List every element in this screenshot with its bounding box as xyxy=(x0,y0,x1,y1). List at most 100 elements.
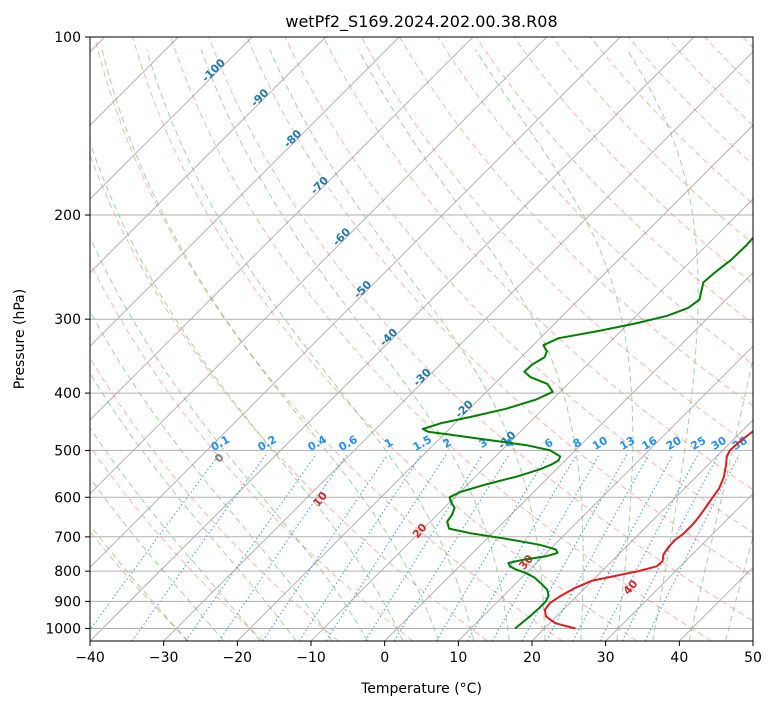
dry-adiabat-line xyxy=(90,445,264,641)
dry-adiabat-line xyxy=(437,37,753,366)
dry-adiabat-line xyxy=(551,37,753,245)
skewed-isotherm-line xyxy=(310,198,753,641)
y-tick-label: 800 xyxy=(54,564,81,580)
moist-adiabat-line xyxy=(626,49,699,641)
isotherm-label: -60 xyxy=(330,225,353,248)
moist-adiabat-line xyxy=(90,372,297,641)
dry-adiabat-line xyxy=(513,37,753,285)
mixing-ratio-line xyxy=(621,454,719,641)
skewed-isotherm-line xyxy=(90,37,474,421)
moist-adiabat-line xyxy=(200,49,510,641)
x-tick-label: 10 xyxy=(449,650,467,666)
y-tick-label: 700 xyxy=(54,530,81,546)
dry-adiabat-line xyxy=(90,530,190,641)
mixing-ratio-line xyxy=(298,454,422,641)
moist-adiabat-line xyxy=(357,49,584,641)
x-tick-label: 20 xyxy=(523,650,541,666)
moist-adiabat-line xyxy=(90,477,225,641)
dry-adiabat-line xyxy=(666,37,753,127)
x-axis: −40 −30 −20 −10 0 10 20 30 40 50 xyxy=(75,641,762,666)
isotherm-label: -80 xyxy=(281,127,304,150)
dry-adiabat-line xyxy=(246,37,753,577)
x-tick-label: 40 xyxy=(670,650,688,666)
y-tick-label: 1000 xyxy=(45,621,81,637)
dewpoint-profile xyxy=(421,236,753,630)
dry-adiabat-label: 0 xyxy=(212,451,227,465)
skewed-isotherm-line xyxy=(605,492,753,641)
chart-title: wetPf2_S169.2024.202.00.38.R08 xyxy=(285,12,557,32)
moist-adiabat-line xyxy=(146,49,475,641)
x-tick-label: −40 xyxy=(75,650,105,666)
dry-adiabat-line xyxy=(90,153,488,641)
moist-adiabat-line xyxy=(688,355,753,641)
skewed-isotherm-line xyxy=(90,37,400,348)
mixing-ratio-line xyxy=(218,454,348,641)
moist-adiabat-line xyxy=(90,141,404,641)
mixing-ratio-line xyxy=(599,454,699,641)
y-axis-label: Pressure (hPa) xyxy=(12,289,28,389)
skewed-isotherm-line xyxy=(90,37,621,569)
skewed-isotherm-line xyxy=(752,640,753,641)
mixing-ratio-line xyxy=(262,454,388,641)
temperature-profile xyxy=(543,430,753,630)
mixing-ratio-line xyxy=(644,454,740,641)
moist-adiabat-line xyxy=(90,427,261,641)
skewed-isotherm-line xyxy=(90,37,327,274)
x-axis-label: Temperature (°C) xyxy=(360,681,482,697)
y-tick-label: 300 xyxy=(54,312,81,328)
skewed-isotherm-line xyxy=(678,566,753,641)
x-tick-label: 50 xyxy=(744,650,762,666)
mixing-ratio-line xyxy=(185,454,317,641)
x-tick-label: 0 xyxy=(380,650,389,666)
skewed-isotherm-line xyxy=(90,37,548,495)
isotherm-label: -50 xyxy=(351,278,374,301)
dry-adiabat-line xyxy=(399,37,753,407)
y-tick-label: 500 xyxy=(54,443,81,459)
moist-adiabat-line xyxy=(725,534,753,641)
x-tick-label: 30 xyxy=(597,650,615,666)
y-tick-label: 900 xyxy=(54,594,81,610)
mixing-ratio-line xyxy=(572,454,674,641)
moist-adiabat-line xyxy=(90,524,188,641)
isotherm-label: -30 xyxy=(411,366,434,389)
x-tick-label: −30 xyxy=(149,650,179,666)
mixing-ratio-line xyxy=(364,454,483,641)
isotherm-label: -90 xyxy=(248,86,271,109)
dry-adiabat-label: 30 xyxy=(516,552,536,572)
skewed-isotherm-line xyxy=(384,271,753,641)
y-axis: 100 200 300 400 500 600 700 800 900 1000 xyxy=(45,30,90,637)
dry-adiabat-label: 20 xyxy=(410,521,430,541)
dry-adiabat-line xyxy=(208,37,753,622)
mixing-ratio-line xyxy=(90,454,220,631)
dry-adiabat-line xyxy=(742,37,753,49)
isotherm-label: -40 xyxy=(377,325,400,348)
dry-adiabat-line xyxy=(132,37,638,641)
dry-adiabat-line xyxy=(628,37,753,166)
skewed-isotherm-line xyxy=(163,50,753,641)
dry-adiabat-line xyxy=(94,37,563,641)
dry-adiabat-line xyxy=(589,37,753,205)
sounding-profiles xyxy=(421,236,753,630)
moist-adiabat-line xyxy=(474,49,634,641)
grid xyxy=(90,37,753,641)
y-tick-label: 200 xyxy=(54,208,81,224)
mixing-ratio-line xyxy=(131,454,267,641)
skewed-isotherm-line xyxy=(531,419,753,641)
mixing-ratio-line xyxy=(545,454,650,641)
moist-adiabat-line xyxy=(101,49,439,641)
dry-adiabat-line xyxy=(90,261,414,641)
dry-adiabat-line xyxy=(170,37,712,641)
y-tick-label: 100 xyxy=(54,30,81,46)
skewed-isotherm-line xyxy=(236,124,753,641)
isotherm-label: -70 xyxy=(308,174,331,197)
background-lines xyxy=(90,37,753,641)
dry-adiabat-line xyxy=(90,356,339,641)
x-tick-label: −10 xyxy=(296,650,326,666)
dry-adiabat-line xyxy=(704,37,753,88)
moist-adiabat-line xyxy=(269,49,546,641)
mixing-ratio-line xyxy=(325,454,447,641)
mixing-ratio-line xyxy=(435,454,549,641)
x-tick-label: −20 xyxy=(223,650,253,666)
